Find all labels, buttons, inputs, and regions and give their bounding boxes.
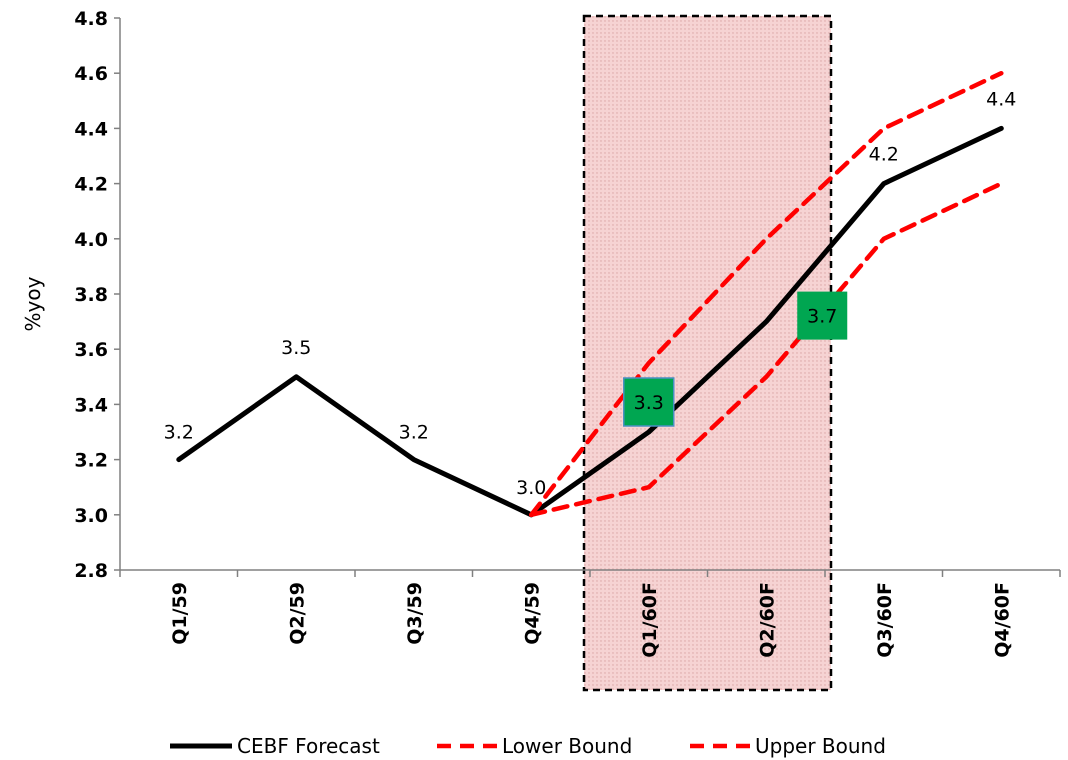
x-tick-label: Q3/60F	[874, 582, 896, 658]
forecast-highlight-region	[582, 14, 833, 692]
data-label: 3.3	[634, 392, 664, 414]
data-label: 3.0	[516, 477, 546, 499]
y-tick-label: 4.4	[74, 118, 108, 140]
data-label: 4.2	[869, 144, 899, 166]
y-tick-label: 2.8	[74, 560, 108, 582]
y-tick-label: 4.8	[74, 8, 108, 30]
x-tick-label: Q2/60F	[756, 582, 778, 658]
y-tick-label: 3.8	[74, 284, 108, 306]
data-label: 3.5	[281, 337, 311, 359]
y-tick-label: 4.0	[74, 229, 108, 251]
x-tick-label: Q1/60F	[639, 582, 661, 658]
series-line-upper-bound	[529, 70, 1004, 518]
legend-entry: Lower Bound	[502, 734, 632, 758]
series-line-cebf-forecast	[176, 125, 1004, 518]
x-tick-label: Q2/59	[286, 582, 308, 645]
data-label: 3.2	[399, 422, 429, 444]
y-tick-label: 3.2	[74, 450, 108, 472]
y-tick-label: 3.4	[74, 394, 108, 416]
data-label: 3.7	[807, 306, 837, 328]
x-tick-label: Q4/60F	[991, 582, 1013, 658]
data-label-box	[623, 377, 675, 427]
x-tick-label: Q4/59	[521, 582, 543, 645]
data-label-box	[797, 291, 848, 340]
y-tick-label: 3.6	[74, 339, 108, 361]
y-tick-label: 3.0	[74, 505, 108, 527]
data-label: 4.4	[986, 88, 1016, 110]
series-line-lower-bound	[529, 181, 1004, 518]
x-tick-label: Q1/59	[169, 582, 191, 645]
y-tick-label: 4.6	[74, 63, 108, 85]
y-axis-label: %yoy	[21, 276, 45, 331]
data-label: 3.2	[164, 422, 194, 444]
x-tick-label: Q3/59	[404, 582, 426, 645]
y-tick-label: 4.2	[74, 174, 108, 196]
legend-entry: Upper Bound	[755, 734, 886, 758]
legend-entry: CEBF Forecast	[237, 734, 380, 758]
